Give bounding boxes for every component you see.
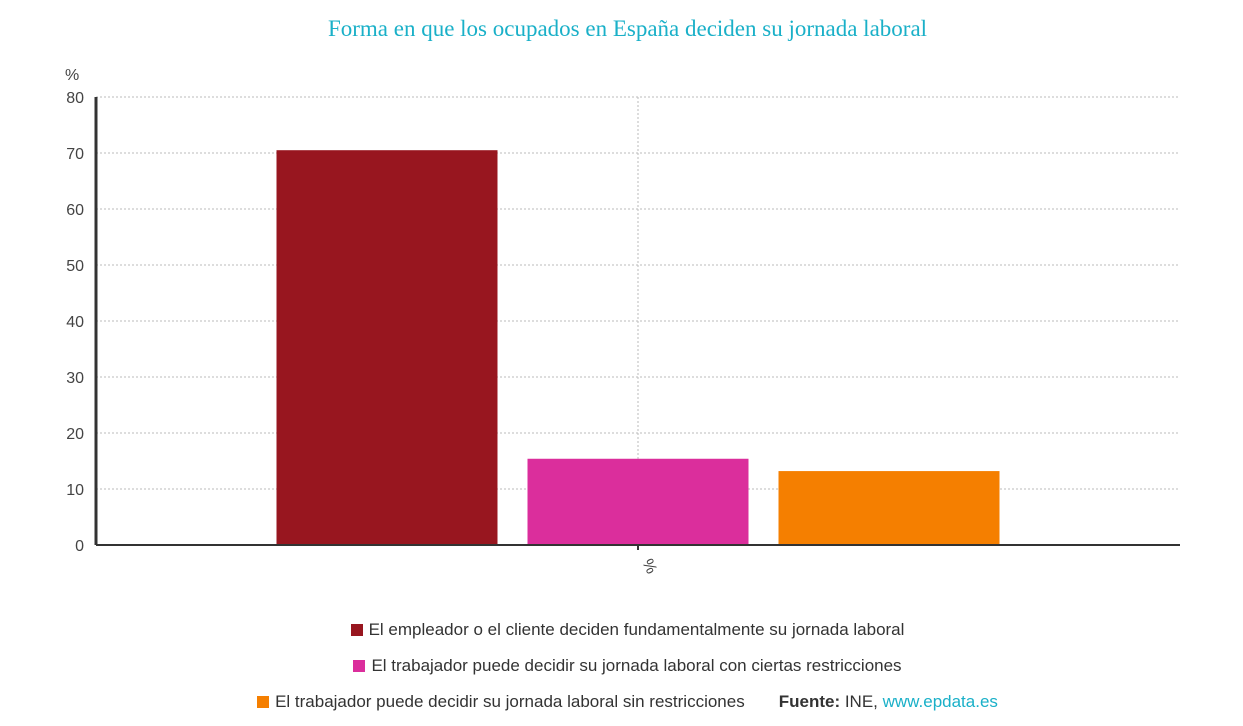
legend-label: El trabajador puede decidir su jornada l…: [275, 692, 745, 711]
legend-swatch: [353, 660, 366, 672]
y-tick-label: 0: [75, 538, 84, 555]
bar-1: [527, 458, 749, 545]
legend-label: El trabajador puede decidir su jornada l…: [371, 656, 902, 675]
bar-2: [778, 471, 1000, 545]
y-tick-label: 20: [66, 426, 84, 443]
legend-item-2[interactable]: El trabajador puede decidir su jornada l…: [0, 692, 1243, 712]
y-tick-label: 40: [66, 314, 84, 331]
source-text: INE,: [840, 692, 883, 711]
y-tick-label: 10: [66, 482, 84, 499]
y-tick-label: 70: [66, 146, 84, 163]
chart-title: Forma en que los ocupados en España deci…: [327, 16, 928, 41]
legend-swatch: [350, 624, 363, 636]
y-tick-label: 60: [66, 202, 84, 219]
legend-item-0[interactable]: El empleador o el cliente deciden fundam…: [0, 620, 1243, 640]
y-tick-label: 80: [66, 90, 84, 107]
legend-item-1[interactable]: El trabajador puede decidir su jornada l…: [0, 656, 1243, 676]
source-link[interactable]: www.epdata.es: [882, 692, 998, 711]
y-axis-label: %: [65, 67, 79, 84]
y-tick-label: 30: [66, 370, 84, 387]
source-credit: Fuente: INE, www.epdata.es: [779, 692, 998, 711]
legend-swatch: [257, 696, 270, 708]
source-label: Fuente:: [778, 692, 841, 711]
x-tick-label: %: [638, 557, 659, 577]
y-tick-label: 50: [66, 258, 84, 275]
legend-label: El empleador o el cliente deciden fundam…: [368, 620, 905, 639]
bar-0: [276, 150, 498, 545]
